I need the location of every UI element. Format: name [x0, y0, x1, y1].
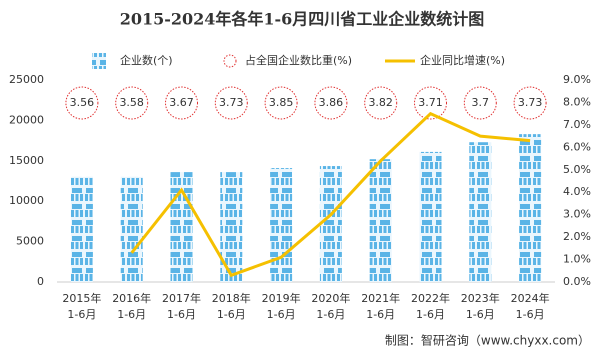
- bar: [120, 176, 143, 282]
- share-label: 3.73: [219, 96, 244, 109]
- y-tick-label: 0: [37, 275, 44, 288]
- x-tick-label: 2021年 1-6月: [361, 292, 401, 321]
- bar: [319, 166, 342, 282]
- share-label: 3.7: [472, 96, 490, 109]
- x-tick-label: 2017年 1-6月: [162, 292, 201, 321]
- share-label: 3.82: [368, 96, 393, 109]
- share-circle: [364, 86, 398, 120]
- x-tick-label: 2019年 1-6月: [261, 292, 301, 321]
- x-tick-label: 2024年 1-6月: [510, 292, 550, 321]
- legend-label: 企业数(个): [120, 53, 173, 67]
- x-tick-label: 2020年 1-6月: [311, 292, 351, 321]
- share-label: 3.85: [269, 96, 294, 109]
- share-circle: [115, 86, 149, 120]
- y2-tick-label: 9.0%: [563, 73, 591, 86]
- share-circle: [65, 86, 99, 120]
- y-tick-label: 15000: [9, 154, 44, 167]
- y-tick-label: 25000: [9, 73, 44, 86]
- share-circle: [264, 86, 298, 120]
- share-circle: [414, 86, 447, 120]
- bar: [70, 176, 93, 282]
- legend-label: 企业同比增速(%): [420, 53, 505, 67]
- bar: [519, 134, 542, 282]
- share-circle: [165, 86, 198, 120]
- legend-icon: [223, 54, 237, 68]
- share-label: 3.56: [70, 96, 95, 109]
- x-tick-label: 2015年 1-6月: [62, 292, 102, 321]
- share-label: 3.86: [319, 96, 344, 109]
- y2-tick-label: 7.0%: [563, 118, 591, 131]
- y2-tick-label: 5.0%: [563, 163, 591, 176]
- share-label: 3.73: [518, 96, 543, 109]
- bar: [369, 159, 392, 282]
- y2-tick-label: 8.0%: [563, 95, 591, 108]
- y-tick-label: 20000: [9, 113, 44, 126]
- share-label: 3.71: [418, 96, 443, 109]
- bar: [419, 151, 442, 282]
- x-tick-label: 2018年 1-6月: [211, 292, 251, 321]
- y2-tick-label: 6.0%: [563, 140, 591, 153]
- x-tick-label: 2016年 1-6月: [112, 292, 152, 321]
- y-tick-label: 5000: [16, 235, 44, 248]
- share-label: 3.67: [169, 96, 194, 109]
- chart-title: 2015-2024年各年1-6月四川省工业企业数统计图: [120, 10, 485, 29]
- bar: [270, 168, 293, 282]
- share-circle: [513, 86, 547, 120]
- legend-icon: [92, 53, 106, 69]
- y2-tick-label: 2.0%: [563, 230, 591, 243]
- y-tick-label: 10000: [9, 194, 44, 207]
- y2-tick-label: 3.0%: [563, 208, 591, 221]
- share-circle: [314, 86, 348, 120]
- share-circle: [463, 86, 497, 120]
- x-tick-label: 2023年 1-6月: [460, 292, 500, 321]
- legend-label: 占全国企业数比重(%): [245, 53, 352, 67]
- x-tick-label: 2022年 1-6月: [411, 292, 450, 321]
- y2-tick-label: 4.0%: [563, 185, 591, 198]
- y2-tick-label: 1.0%: [563, 253, 591, 266]
- share-label: 3.58: [119, 96, 144, 109]
- growth-line: [130, 111, 531, 278]
- bar: [469, 142, 492, 282]
- share-circle: [214, 86, 248, 120]
- source: 制图：智研咨询（www.chyxx.com）: [385, 333, 590, 348]
- y2-tick-label: 0.0%: [563, 275, 591, 288]
- bar: [220, 172, 243, 282]
